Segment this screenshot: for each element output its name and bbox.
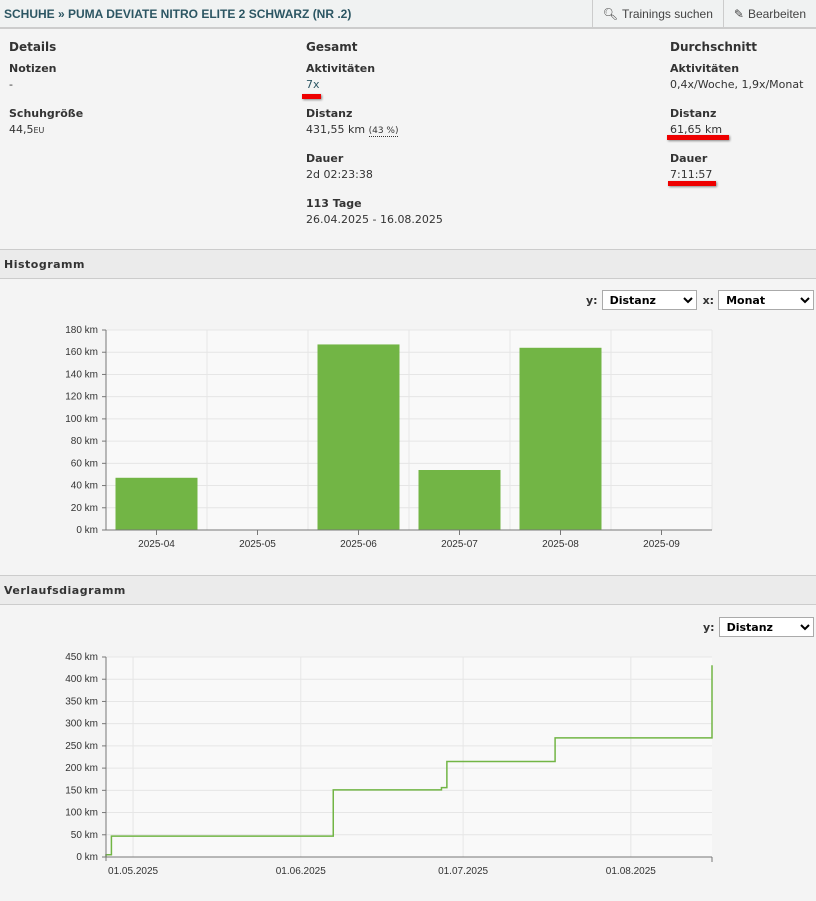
x-tick-label: 01.05.2025: [108, 866, 158, 877]
histogram-x-select[interactable]: Monat: [718, 290, 815, 310]
y-tick-label: 450 km: [65, 652, 98, 663]
histogram-y-select[interactable]: Distanz: [601, 290, 697, 310]
distance-percent: (43 %): [368, 126, 399, 137]
total-column: Gesamt Aktivitäten 7x Distanz 431,55 km …: [306, 40, 443, 242]
total-duration-value: 2d 02:23:38: [306, 168, 373, 181]
histogram-heading: Histogramm: [0, 249, 816, 279]
y-tick-label: 0 km: [76, 525, 98, 536]
notes-label: Notizen: [9, 62, 57, 75]
x-tick-label: 2025-07: [441, 539, 478, 550]
y-tick-label: 180 km: [65, 325, 98, 336]
y-tick-label: 80 km: [71, 436, 98, 447]
x-tick-label: 01.06.2025: [276, 866, 326, 877]
total-distance: 431,55 km (43 %): [306, 123, 443, 137]
red-highlight-mark: [302, 94, 321, 99]
size-number: 44,5: [9, 123, 34, 136]
search-trainings-label: Trainings suchen: [621, 6, 713, 21]
histogram-controls: y: Distanz x: Monat: [586, 290, 815, 310]
y-tick-label: 350 km: [65, 696, 98, 707]
y-tick-label: 40 km: [71, 481, 98, 492]
y-tick-label: 200 km: [65, 763, 98, 774]
bar: [519, 347, 602, 530]
x-tick-label: 01.07.2025: [438, 866, 488, 877]
total-distance-label: Distanz: [306, 107, 353, 120]
histogram-chart: 0 km 20 km 40 km 60 km 80 km 100 km 120 km 140 …: [65, 325, 713, 550]
avg-duration-label: Dauer: [670, 152, 708, 165]
size-unit: EU: [33, 126, 45, 135]
y-tick-label: 100 km: [65, 414, 98, 425]
y-tick-label: 250 km: [65, 741, 98, 752]
search-trainings-button[interactable]: 🔍︎ Trainings suchen: [591, 0, 723, 28]
total-distance-value: 431,55 km: [306, 123, 366, 136]
history-controls: y: Distanz: [703, 617, 814, 637]
y-tick-label: 400 km: [65, 674, 98, 685]
bar: [317, 344, 400, 530]
total-activities-link[interactable]: 7x: [306, 78, 320, 91]
x-tick-label: 2025-05: [239, 539, 276, 550]
x-tick-label: 2025-08: [542, 539, 579, 550]
size-value: 44,5EU: [9, 123, 83, 136]
y-tick-label: 140 km: [65, 369, 98, 380]
distance-step-line: [105, 665, 713, 857]
bar: [115, 477, 198, 530]
edit-label: Bearbeiten: [747, 6, 806, 21]
top-bar: SCHUHE » PUMA DEVIATE NITRO ELITE 2 SCHW…: [0, 0, 816, 29]
avg-activities-label: Aktivitäten: [670, 62, 740, 75]
average-column: Durchschnitt Aktivitäten 0,4x/Woche, 1,9…: [670, 40, 803, 197]
avg-duration-value: 7:11:57: [670, 168, 713, 181]
y-tick-label: 0 km: [76, 852, 98, 863]
pencil-icon: ✎: [733, 6, 744, 21]
y-tick-label: 120 km: [65, 392, 98, 403]
page-title: SCHUHE » PUMA DEVIATE NITRO ELITE 2 SCHW…: [4, 6, 352, 21]
history-chart: 0 km 50 km 100 km 150 km 200 km 250 km 300 km 3…: [65, 652, 713, 877]
details-heading: Details: [9, 40, 57, 54]
x-tick-label: 2025-04: [138, 539, 175, 550]
average-heading: Durchschnitt: [670, 40, 758, 54]
history-heading: Verlaufsdiagramm: [0, 575, 816, 605]
days-label: 113 Tage: [306, 197, 362, 210]
x-tick-label: 01.08.2025: [606, 866, 656, 877]
search-icon: 🔍︎: [602, 6, 618, 21]
plot-area: [106, 657, 712, 857]
x-tick-label: 2025-09: [643, 539, 680, 550]
bar: [418, 470, 501, 530]
x-axis-label: x:: [702, 293, 715, 307]
y-tick-label: 150 km: [65, 785, 98, 796]
y-axis-label: y:: [586, 293, 598, 307]
red-highlight-mark: [667, 135, 729, 140]
notes-value: -: [9, 78, 13, 91]
total-duration-label: Dauer: [306, 152, 344, 165]
days-range: 26.04.2025 - 16.08.2025: [306, 213, 443, 226]
total-heading: Gesamt: [306, 40, 358, 54]
y-tick-label: 60 km: [71, 458, 98, 469]
avg-activities-value: 0,4x/Woche, 1,9x/Monat: [670, 78, 804, 91]
y-tick-label: 100 km: [65, 808, 98, 819]
size-label: Schuhgröße: [9, 107, 84, 120]
y-axis-label: y:: [703, 620, 715, 634]
y-tick-label: 300 km: [65, 719, 98, 730]
edit-button[interactable]: ✎ Bearbeiten: [722, 0, 816, 28]
y-tick-label: 20 km: [71, 503, 98, 514]
y-tick-label: 160 km: [65, 347, 98, 358]
avg-distance-label: Distanz: [670, 107, 717, 120]
details-column: Details Notizen - Schuhgröße 44,5EU: [9, 40, 83, 152]
red-highlight-mark: [668, 181, 716, 186]
avg-distance-value: 61,65 km: [670, 123, 723, 136]
history-y-select[interactable]: Distanz: [718, 617, 814, 637]
x-tick-label: 2025-06: [340, 539, 377, 550]
total-activities-label: Aktivitäten: [306, 62, 376, 75]
y-tick-label: 50 km: [71, 830, 98, 841]
